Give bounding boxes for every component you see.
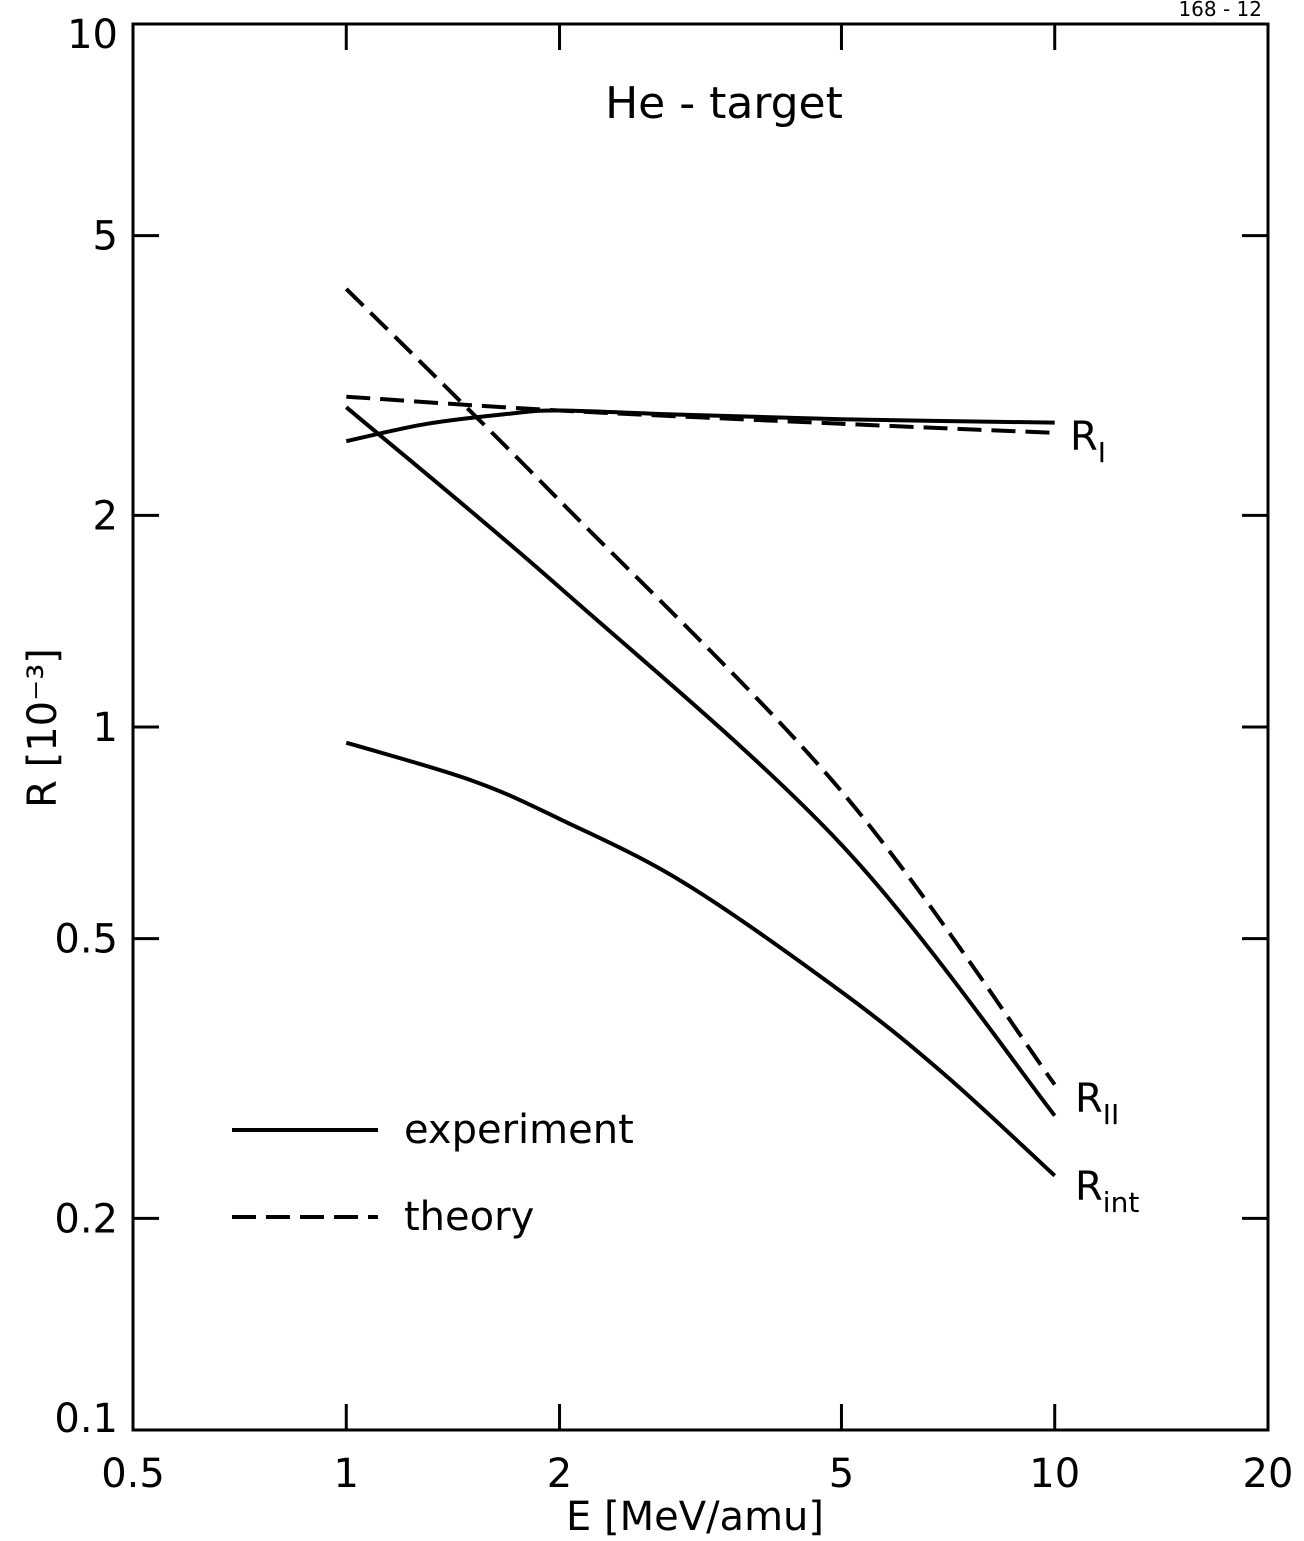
legend-label-theory: theory: [404, 1194, 534, 1240]
figure-id: 168 - 12: [1178, 0, 1262, 21]
y-axis-title: R [10⁻³]: [20, 648, 66, 808]
legend: experiment theory: [232, 1107, 634, 1240]
y-tick-label: 1: [93, 705, 118, 751]
y-tick-label: 10: [67, 12, 118, 58]
y-tick-label: 2: [93, 493, 118, 539]
axes: 0.5 1 2 5 10 20 0.1 0.2 0.5 1 2 5 10: [54, 12, 1293, 1497]
x-tick-label: 1: [334, 1451, 359, 1497]
curve-label-r-int: Rint: [1075, 1164, 1139, 1219]
x-tick-label: 20: [1243, 1451, 1294, 1497]
series-r-int-experiment: [345, 740, 1057, 1178]
legend-label-experiment: experiment: [404, 1107, 634, 1153]
x-tick-label: 2: [547, 1451, 572, 1497]
curve-label-r-ii: RII: [1075, 1076, 1119, 1131]
y-tick-label: 0.2: [54, 1196, 118, 1242]
y-tick-label: 0.1: [54, 1396, 118, 1442]
y-tick-label: 5: [93, 214, 118, 260]
curve-label-r-i: RI: [1070, 414, 1106, 469]
series-r-i-experiment: [345, 408, 1055, 444]
x-axis-title: E [MeV/amu]: [566, 1494, 824, 1540]
series-r-ii-theory: [344, 287, 1057, 1086]
series-layer: [344, 287, 1057, 1178]
chart-title: He - target: [605, 78, 843, 129]
plot-frame: [131, 22, 1270, 1432]
series-r-i-theory: [346, 394, 1055, 435]
x-tick-label: 5: [829, 1451, 854, 1497]
x-tick-label: 10: [1029, 1451, 1080, 1497]
y-tick-label: 0.5: [54, 917, 118, 963]
x-tick-label: 0.5: [101, 1451, 165, 1497]
series-r-ii-experiment: [345, 405, 1057, 1117]
annotations: 168 - 12 He - target E [MeV/amu] R [10⁻³…: [20, 0, 1262, 1540]
